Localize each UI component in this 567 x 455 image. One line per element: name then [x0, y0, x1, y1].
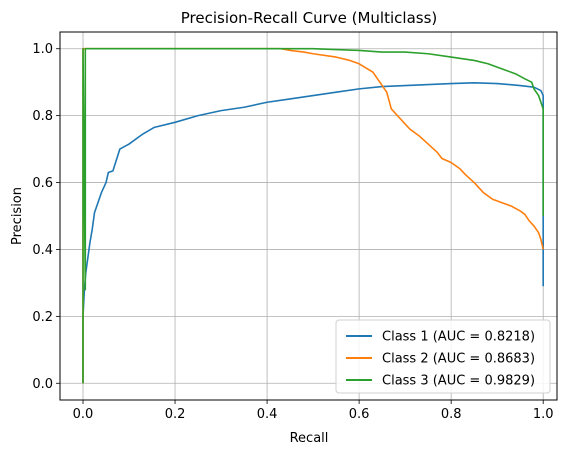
legend-label-class-1: Class 1 (AUC = 0.8218): [382, 330, 535, 345]
series-line-class-1: [82, 82, 544, 384]
x-tick-label: 0.4: [257, 407, 278, 422]
series-line-class-2: [82, 47, 544, 384]
y-tick-label: 1.0: [32, 42, 53, 57]
x-tick-label: 0.2: [165, 407, 186, 422]
y-tick-label: 0.4: [32, 243, 53, 258]
legend-label-class-2: Class 2 (AUC = 0.8683): [382, 352, 535, 367]
x-axis-label: Recall: [290, 431, 329, 446]
chart-title: Precision-Recall Curve (Multiclass): [181, 9, 438, 27]
y-tick-label: 0.8: [32, 109, 53, 124]
y-tick-label: 0.6: [32, 176, 53, 191]
x-tick-label: 0.0: [73, 407, 94, 422]
y-tick-label: 0.2: [32, 310, 53, 325]
y-axis-label: Precision: [10, 187, 25, 245]
x-tick-label: 0.6: [349, 407, 370, 422]
x-tick-label: 1.0: [533, 407, 554, 422]
legend-box: [335, 319, 551, 394]
x-tick-label: 0.8: [441, 407, 462, 422]
legend-label-class-3: Class 3 (AUC = 0.9829): [382, 374, 535, 389]
ticks: 0.0 0.2 0.4 0.6 0.8 1.0 0.0 0.2 0.4 0.6 0.8 1.0: [32, 42, 553, 422]
plot-frame: [59, 31, 558, 401]
y-tick-label: 0.0: [32, 377, 53, 392]
series-line-class-3: [82, 47, 544, 384]
legend: Class 1 (AUC = 0.8218) Class 2 (AUC = 0.8…: [335, 319, 551, 394]
series-layer: [82, 47, 544, 384]
